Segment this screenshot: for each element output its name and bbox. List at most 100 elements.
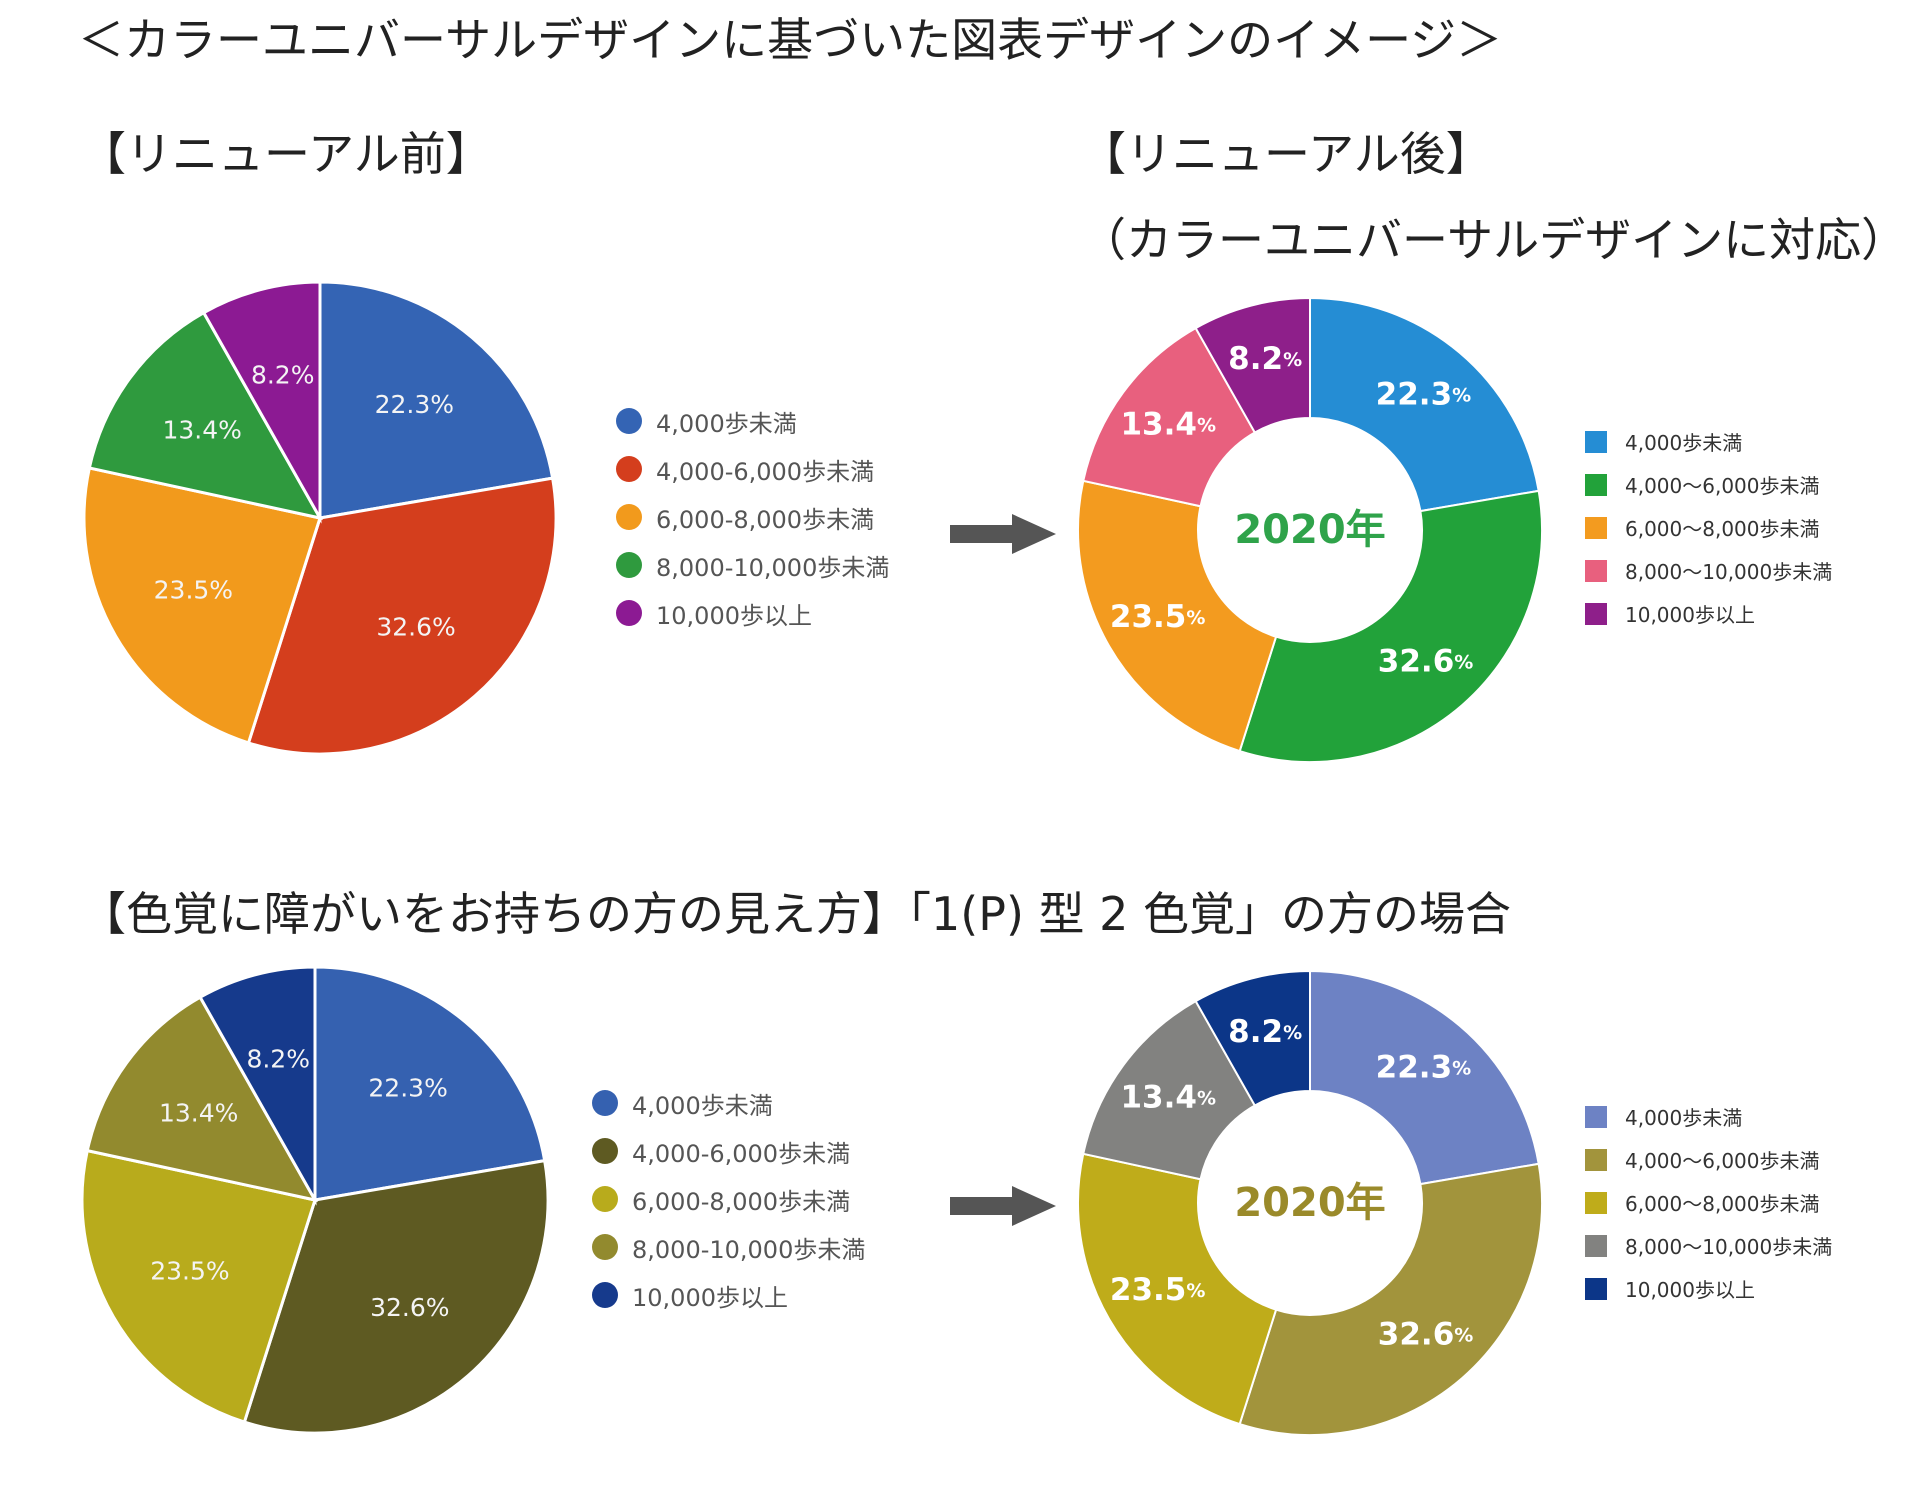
- before-normal-slice-3: [87, 310, 323, 521]
- after-normal-slice-3: [1082, 326, 1257, 508]
- before-cvd-slice-3: [85, 995, 318, 1203]
- after-cvd-data-label-3: 13.4%: [1120, 1079, 1216, 1115]
- before-cvd-legend-swatch-1: [592, 1138, 618, 1164]
- before-cvd-legend-label-1: 4,000-6,000歩未満: [632, 1139, 851, 1168]
- before-normal-legend-item-0: 4,000歩未満: [616, 397, 889, 445]
- cvd-heading: 【色覚に障がいをお持ちの方の見え方】「1(P) 型 2 色覚」の方の場合: [80, 887, 1512, 941]
- after-normal-legend-swatch-3: [1585, 559, 1607, 582]
- before-normal-legend-label-4: 10,000歩以上: [656, 601, 812, 630]
- before-normal-slice-4: [201, 280, 322, 524]
- after-cvd-legend-swatch-3: [1585, 1234, 1607, 1257]
- after-normal-legend-item-3: 8,000〜10,000歩未満: [1585, 549, 1832, 592]
- before-normal-legend-label-3: 8,000-10,000歩未満: [656, 553, 890, 582]
- after-cvd-slice-0: [1309, 969, 1540, 1186]
- after-normal-legend-item-1: 4,000〜6,000歩未満: [1585, 463, 1832, 506]
- after-normal-data-label-3: 13.4%: [1120, 406, 1216, 442]
- before-cvd-data-label-2: 23.5%: [150, 1256, 229, 1285]
- after-cvd-legend-label-1: 4,000〜6,000歩未満: [1625, 1149, 1820, 1173]
- after-normal-legend-item-2: 6,000〜8,000歩未満: [1585, 506, 1832, 549]
- legend-after-cvd: 4,000歩未満 4,000〜6,000歩未満 6,000〜8,000歩未満 8,00…: [1585, 1095, 1832, 1310]
- before-normal-legend-label-2: 6,000-8,000歩未満: [656, 505, 875, 534]
- after-normal-legend-swatch-2: [1585, 516, 1607, 539]
- before-cvd-legend-item-2: 6,000-8,000歩未満: [592, 1175, 865, 1223]
- before-cvd-legend-swatch-3: [592, 1234, 618, 1260]
- before-normal-data-label-2: 23.5%: [154, 575, 233, 604]
- after-cvd-legend-item-3: 8,000〜10,000歩未満: [1585, 1224, 1832, 1267]
- after-cvd-legend-label-3: 8,000〜10,000歩未満: [1625, 1235, 1833, 1259]
- before-cvd-legend-label-3: 8,000-10,000歩未満: [632, 1235, 866, 1264]
- before-normal-legend-swatch-0: [616, 408, 642, 434]
- after-normal-slice-4: [1194, 296, 1311, 434]
- before-cvd-legend-label-4: 10,000歩以上: [632, 1283, 788, 1312]
- main-title: ＜カラーユニバーサルデザインに基づいた図表デザインのイメージ＞: [78, 13, 1503, 67]
- after-normal-legend-label-2: 6,000〜8,000歩未満: [1625, 517, 1820, 541]
- after-normal-legend-swatch-4: [1585, 602, 1607, 625]
- before-normal-slice-0: [318, 280, 555, 520]
- after-normal-slice-2: [1076, 479, 1278, 753]
- after-cvd-legend-item-1: 4,000〜6,000歩未満: [1585, 1138, 1832, 1181]
- after-sublabel: （カラーユニバーサルデザインに対応）: [1080, 213, 1908, 267]
- before-normal-legend-swatch-1: [616, 456, 642, 482]
- before-label: 【リニューアル前】: [80, 127, 492, 181]
- after-normal-slice-0: [1309, 296, 1540, 513]
- before-cvd-legend-swatch-0: [592, 1090, 618, 1116]
- before-normal-legend-label-0: 4,000歩未満: [656, 409, 797, 438]
- before-cvd-data-label-0: 22.3%: [368, 1074, 447, 1103]
- after-normal-center-label: 2020年: [1234, 507, 1385, 553]
- after-cvd-slice-1: [1238, 1162, 1543, 1436]
- after-cvd-legend-label-4: 10,000歩以上: [1625, 1278, 1755, 1302]
- arrow-right-icon: [950, 514, 1056, 554]
- after-cvd-legend-swatch-1: [1585, 1148, 1607, 1171]
- before-normal-legend-item-4: 10,000歩以上: [616, 589, 889, 637]
- after-normal-legend-label-0: 4,000歩未満: [1625, 431, 1743, 455]
- after-normal-legend-item-0: 4,000歩未満: [1585, 420, 1832, 463]
- before-normal-legend-swatch-4: [616, 600, 642, 626]
- after-cvd-legend-swatch-4: [1585, 1277, 1607, 1300]
- before-cvd-slice-1: [242, 1158, 550, 1435]
- after-cvd-legend-item-0: 4,000歩未満: [1585, 1095, 1832, 1138]
- after-cvd-data-label-4: 8.2%: [1228, 1013, 1302, 1049]
- after-cvd-center-label: 2020年: [1234, 1180, 1385, 1226]
- after-normal-legend-label-4: 10,000歩以上: [1625, 603, 1755, 627]
- after-normal-legend-swatch-0: [1585, 430, 1607, 453]
- after-cvd-legend-swatch-2: [1585, 1191, 1607, 1214]
- after-cvd-slice-2: [1076, 1152, 1278, 1426]
- after-cvd-legend-item-2: 6,000〜8,000歩未満: [1585, 1181, 1832, 1224]
- before-cvd-legend-item-3: 8,000-10,000歩未満: [592, 1223, 865, 1271]
- before-normal-slice-1: [246, 476, 558, 756]
- before-cvd-legend-item-0: 4,000歩未満: [592, 1079, 865, 1127]
- before-normal-data-label-4: 8.2%: [251, 361, 315, 390]
- after-cvd-data-label-1: 32.6%: [1378, 1316, 1474, 1352]
- after-cvd-legend-swatch-0: [1585, 1105, 1607, 1128]
- before-normal-legend-swatch-2: [616, 504, 642, 530]
- after-normal-legend-label-3: 8,000〜10,000歩未満: [1625, 560, 1833, 584]
- after-cvd-slice-3: [1082, 999, 1257, 1181]
- legend-before-normal: 4,000歩未満 4,000-6,000歩未満 6,000-8,000歩未満 8,00…: [616, 397, 889, 637]
- after-normal-data-label-0: 22.3%: [1376, 376, 1472, 412]
- after-normal-data-label-1: 32.6%: [1378, 643, 1474, 679]
- before-cvd-data-label-1: 32.6%: [370, 1293, 449, 1322]
- before-cvd-slice-0: [313, 965, 547, 1202]
- after-cvd-legend-item-4: 10,000歩以上: [1585, 1267, 1832, 1310]
- before-normal-legend-item-3: 8,000-10,000歩未満: [616, 541, 889, 589]
- after-cvd-data-label-2: 23.5%: [1110, 1272, 1206, 1308]
- after-cvd-slice-4: [1194, 969, 1311, 1107]
- before-cvd-legend-swatch-2: [592, 1186, 618, 1212]
- before-normal-legend-swatch-3: [616, 552, 642, 578]
- before-normal-data-label-3: 13.4%: [162, 415, 241, 444]
- before-cvd-legend-label-2: 6,000-8,000歩未満: [632, 1187, 851, 1216]
- after-cvd-legend-label-0: 4,000歩未満: [1625, 1106, 1743, 1130]
- before-cvd-slice-2: [80, 1148, 317, 1424]
- after-cvd-data-label-0: 22.3%: [1376, 1049, 1472, 1085]
- before-normal-legend-item-2: 6,000-8,000歩未満: [616, 493, 889, 541]
- before-normal-legend-label-1: 4,000-6,000歩未満: [656, 457, 875, 486]
- after-normal-slice-1: [1238, 489, 1543, 763]
- before-cvd-legend-item-4: 10,000歩以上: [592, 1271, 865, 1319]
- after-label: 【リニューアル後】: [1080, 127, 1492, 181]
- before-cvd-slice-4: [198, 965, 317, 1206]
- before-normal-legend-item-1: 4,000-6,000歩未満: [616, 445, 889, 493]
- after-normal-legend-item-4: 10,000歩以上: [1585, 592, 1832, 635]
- legend-after-normal: 4,000歩未満 4,000〜6,000歩未満 6,000〜8,000歩未満 8,00…: [1585, 420, 1832, 635]
- before-cvd-legend-item-1: 4,000-6,000歩未満: [592, 1127, 865, 1175]
